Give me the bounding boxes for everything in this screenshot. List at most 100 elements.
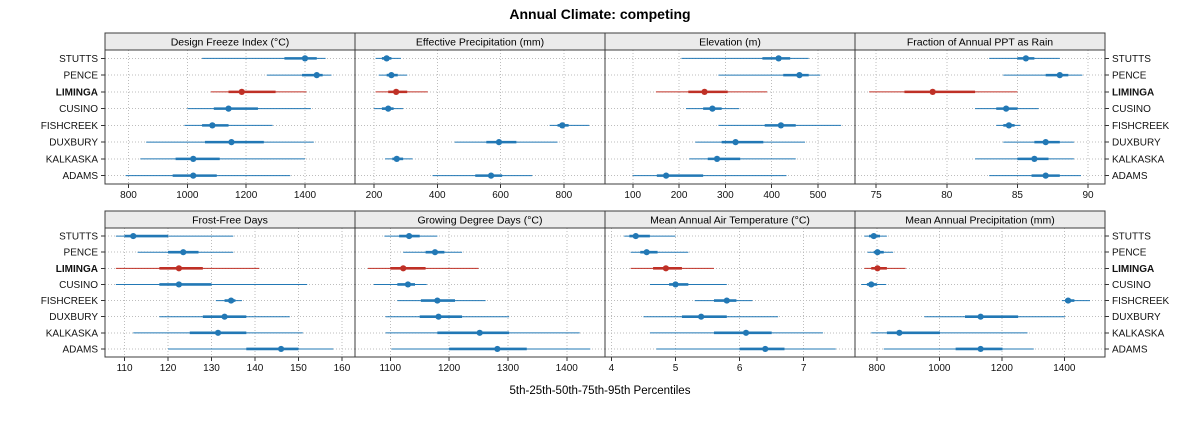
- x-tick-label: 1200: [991, 363, 1014, 374]
- median-dot: [225, 105, 232, 112]
- percentile-row-adams: [125, 172, 291, 179]
- x-tick-label: 800: [869, 363, 886, 374]
- x-tick-label: 500: [810, 190, 827, 201]
- percentile-row-pence: [867, 249, 894, 256]
- percentile-row-kalkaska: [871, 329, 1028, 336]
- median-dot: [672, 281, 679, 288]
- median-dot: [301, 55, 309, 62]
- median-dot: [662, 265, 669, 272]
- median-dot: [383, 55, 390, 62]
- median-dot: [732, 139, 739, 146]
- percentile-row-pence: [266, 72, 332, 79]
- panel-bg: [105, 50, 355, 184]
- x-tick-label: 140: [247, 363, 264, 374]
- median-dot: [870, 232, 877, 240]
- percentile-row-duxbury: [146, 139, 314, 146]
- x-tick-label: 120: [160, 363, 177, 374]
- x-tick-label: 6: [737, 363, 743, 374]
- percentile-row-fishcreek: [1061, 297, 1090, 304]
- x-tick-label: 800: [556, 190, 573, 201]
- median-dot: [393, 155, 400, 162]
- site-label-left: LIMINGA: [56, 264, 98, 275]
- median-dot: [874, 249, 881, 256]
- percentile-row-liminga: [115, 265, 260, 272]
- site-label-right: CUSINO: [1112, 104, 1151, 115]
- percentile-row-adams: [168, 345, 334, 353]
- site-label-left: ADAMS: [62, 171, 98, 182]
- median-dot: [238, 88, 245, 95]
- percentile-row-pence: [137, 249, 234, 256]
- median-dot: [1042, 139, 1049, 146]
- percentile-row-fishcreek: [184, 122, 273, 129]
- percentile-row-stutts: [384, 232, 438, 240]
- median-dot: [277, 345, 285, 353]
- median-dot: [874, 265, 881, 272]
- percentile-row-duxbury: [454, 139, 558, 146]
- x-tick-label: 400: [429, 190, 446, 201]
- x-tick-label: 90: [1082, 190, 1094, 201]
- site-label-right: FISHCREEK: [1112, 121, 1170, 132]
- panel-effective-precipitation-mm: Effective Precipitation (mm) 200 400 600 800: [354, 32, 606, 201]
- median-dot: [868, 281, 875, 288]
- percentile-row-pence: [1003, 72, 1083, 79]
- site-label-left: ADAMS: [62, 344, 98, 355]
- median-dot: [404, 281, 412, 288]
- site-label-right: CUSINO: [1112, 280, 1151, 291]
- percentile-row-duxbury: [924, 313, 1065, 320]
- panel-strip-title: Fraction of Annual PPT as Rain: [907, 37, 1053, 49]
- percentile-row-duxbury: [385, 313, 510, 320]
- panel-strip-title: Frost-Free Days: [192, 215, 268, 227]
- percentile-row-stutts: [864, 232, 887, 240]
- median-dot: [431, 249, 439, 256]
- x-tick-label: 110: [117, 363, 133, 374]
- percentile-row-stutts: [115, 232, 234, 240]
- median-dot: [494, 345, 501, 353]
- median-dot: [559, 122, 566, 129]
- percentile-row-pence: [718, 72, 821, 79]
- percentile-row-liminga: [869, 88, 1018, 95]
- panel-strip-title: Design Freeze Index (°C): [171, 37, 290, 49]
- median-dot: [723, 297, 730, 304]
- median-dot: [663, 172, 670, 179]
- site-label-left: STUTTS: [59, 232, 98, 243]
- median-dot: [175, 265, 183, 272]
- median-dot: [209, 122, 216, 129]
- panel-mean-annual-precipitation-mm: Mean Annual Precipitation (mm) 800 1000 120…: [854, 210, 1170, 374]
- x-tick-label: 130: [203, 363, 220, 374]
- median-dot: [227, 297, 235, 304]
- panel-elevation-m: Elevation (m) 100 200 300 400 500: [604, 32, 856, 201]
- percentile-row-kalkaska: [133, 329, 303, 336]
- site-label-left: KALKASKA: [46, 154, 99, 165]
- x-tick-label: 5: [673, 363, 679, 374]
- percentile-row-fishcreek: [694, 297, 753, 304]
- x-tick-label: 80: [941, 190, 953, 201]
- percentile-row-liminga: [864, 265, 906, 272]
- median-dot: [190, 172, 197, 179]
- x-tick-label: 150: [290, 363, 307, 374]
- site-label-right: DUXBURY: [1112, 138, 1161, 149]
- percentile-row-stutts: [681, 55, 809, 62]
- site-label-right: KALKASKA: [1112, 154, 1165, 165]
- median-dot: [701, 88, 708, 95]
- median-dot: [388, 72, 395, 79]
- site-label-right: STUTTS: [1112, 54, 1151, 65]
- median-dot: [709, 105, 716, 112]
- panel-bg: [355, 228, 605, 357]
- median-dot: [495, 139, 503, 146]
- panel-bg: [605, 228, 855, 357]
- site-label-right: DUXBURY: [1112, 312, 1161, 323]
- median-dot: [632, 232, 639, 240]
- site-label-left: FISHCREEK: [41, 296, 99, 307]
- median-dot: [977, 313, 984, 320]
- median-dot: [1042, 172, 1049, 179]
- panel-strip-title: Mean Annual Precipitation (mm): [905, 215, 1054, 227]
- percentile-row-fishcreek: [996, 122, 1021, 129]
- site-label-left: FISHCREEK: [41, 121, 99, 132]
- site-label-right: KALKASKA: [1112, 328, 1165, 339]
- median-dot: [130, 232, 137, 240]
- percentile-row-liminga: [655, 88, 768, 95]
- percentile-row-fishcreek: [215, 297, 242, 304]
- panel-strip-title: Elevation (m): [699, 37, 761, 49]
- x-tick-label: 1000: [176, 190, 199, 201]
